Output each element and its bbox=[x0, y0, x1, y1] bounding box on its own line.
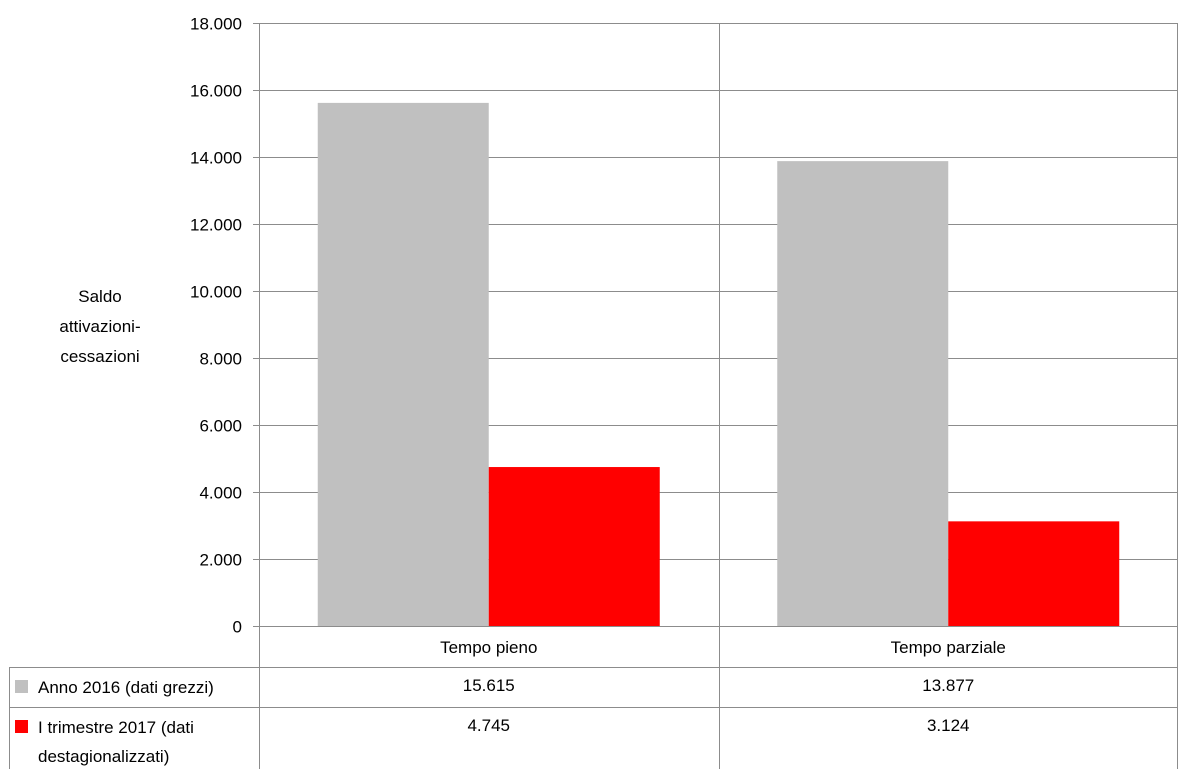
data-label: 4.745 bbox=[467, 716, 510, 735]
y-axis-label: Saldo attivazioni- cessazioni bbox=[40, 282, 160, 372]
y-tick-label: 12.000 bbox=[190, 216, 242, 235]
y-tick-label: 10.000 bbox=[190, 283, 242, 302]
legend-entry: I trimestre 2017 (dati bbox=[38, 718, 194, 737]
y-tick-label: 18.000 bbox=[190, 15, 242, 34]
bars bbox=[317, 102, 1120, 627]
y-axis-label-line: cessazioni bbox=[60, 347, 140, 366]
data-table: Tempo pieno Tempo parziale Anno 2016 (dati… bbox=[9, 23, 1178, 769]
x-tick-label: Tempo parziale bbox=[891, 638, 1006, 657]
axes bbox=[253, 23, 1178, 769]
y-tick-label: 16.000 bbox=[190, 82, 242, 101]
y-tick-labels: 0 2.000 4.000 6.000 8.000 10.000 12.000 14.000 1… bbox=[190, 15, 242, 637]
data-label: 3.124 bbox=[927, 716, 970, 735]
y-tick-label: 8.000 bbox=[199, 350, 242, 369]
y-tick-label: 6.000 bbox=[199, 417, 242, 436]
y-tick-label: 14.000 bbox=[190, 149, 242, 168]
bar bbox=[317, 102, 489, 626]
y-tick-label: 4.000 bbox=[199, 484, 242, 503]
bar bbox=[777, 161, 949, 627]
y-axis-label-line: attivazioni- bbox=[59, 317, 141, 336]
legend-swatch bbox=[15, 680, 28, 693]
x-tick-label: Tempo pieno bbox=[440, 638, 537, 657]
data-label: 13.877 bbox=[922, 676, 974, 695]
legend-swatch bbox=[15, 720, 28, 733]
legend-entry: destagionalizzati) bbox=[38, 747, 169, 766]
y-axis-label-line: Saldo bbox=[78, 287, 122, 306]
y-tick-label: 0 bbox=[233, 618, 242, 637]
bar bbox=[948, 521, 1120, 626]
data-label: 15.615 bbox=[463, 676, 515, 695]
y-tick-label: 2.000 bbox=[199, 551, 242, 570]
legend-entry: Anno 2016 (dati grezzi) bbox=[38, 678, 214, 697]
bar bbox=[488, 467, 660, 626]
